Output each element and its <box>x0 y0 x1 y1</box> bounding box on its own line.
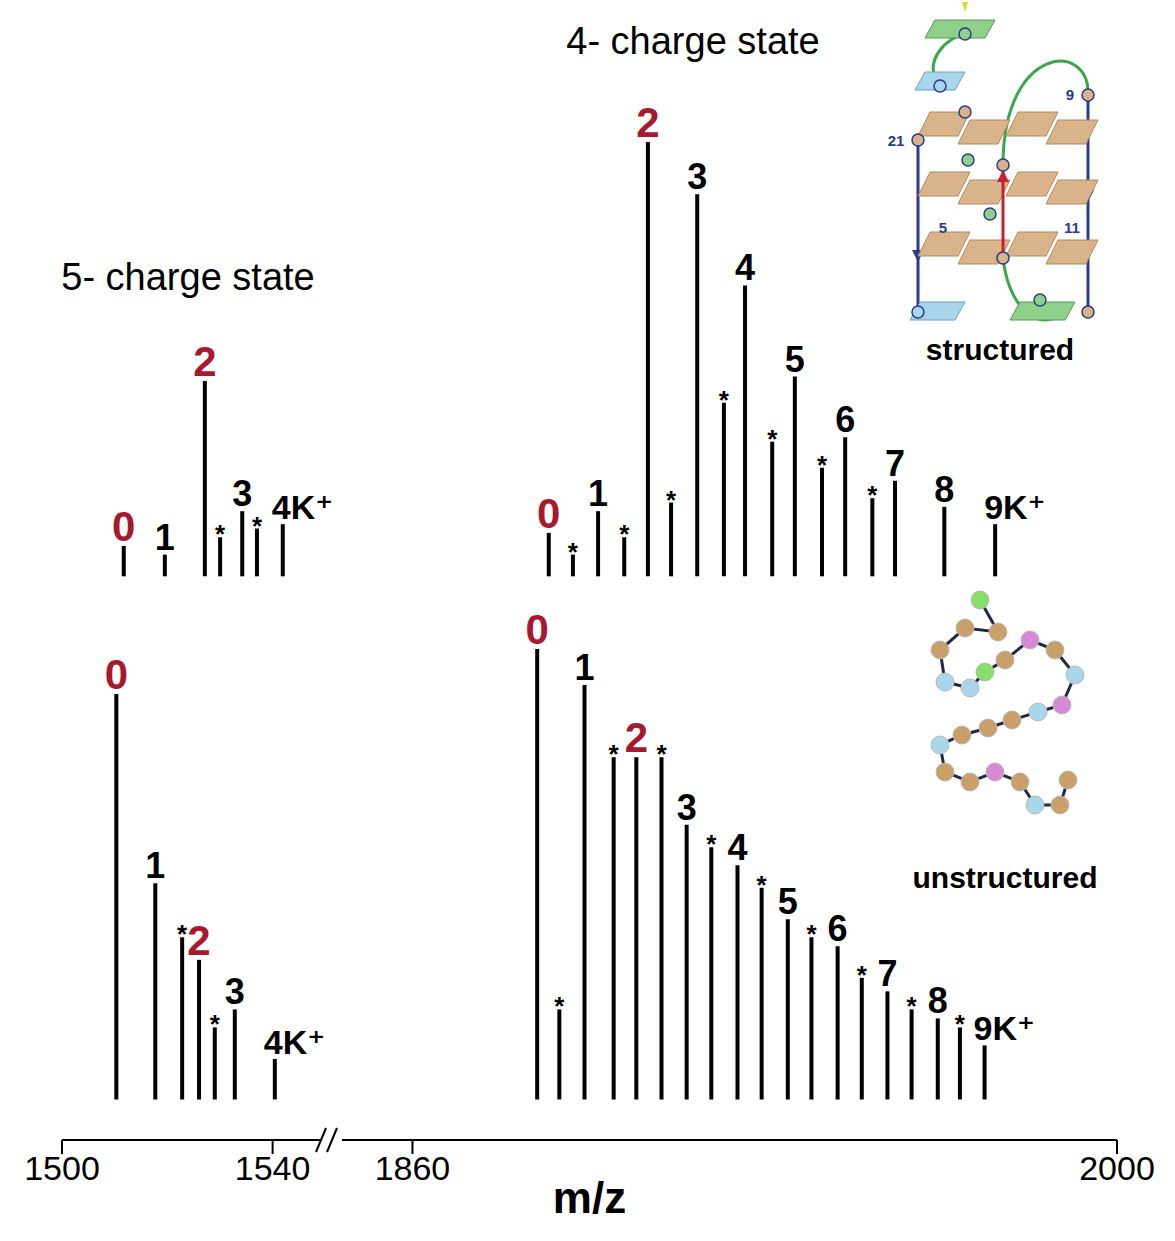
svg-text:2000: 2000 <box>1079 1149 1155 1187</box>
svg-text:unstructured: unstructured <box>912 861 1097 894</box>
svg-text:11: 11 <box>1064 219 1080 236</box>
html-text:m/z: m/z <box>552 1173 627 1222</box>
svg-text:1: 1 <box>588 473 608 514</box>
svg-text:9: 9 <box>1066 86 1074 103</box>
svg-text:9K⁺: 9K⁺ <box>974 1009 1035 1047</box>
svg-text:7: 7 <box>885 443 905 484</box>
html-text:5- charge state: 5- charge state <box>61 256 315 298</box>
svg-text:*: * <box>867 480 878 510</box>
svg-text:*: * <box>666 485 677 515</box>
svg-text:*: * <box>706 829 717 859</box>
svg-text:1: 1 <box>155 517 175 558</box>
svg-text:8: 8 <box>928 980 948 1021</box>
svg-text:2: 2 <box>636 99 659 146</box>
svg-text:5: 5 <box>778 881 798 922</box>
svg-text:3: 3 <box>232 473 252 514</box>
svg-text:*: * <box>857 960 868 990</box>
svg-text:5: 5 <box>939 219 947 236</box>
svg-text:2: 2 <box>193 338 216 385</box>
svg-text:*: * <box>817 450 828 480</box>
svg-text:3: 3 <box>677 787 697 828</box>
svg-text:*: * <box>907 991 918 1021</box>
svg-text:3: 3 <box>687 156 707 197</box>
svg-text:*: * <box>210 1009 221 1039</box>
svg-text:4: 4 <box>727 827 747 868</box>
svg-text:1500: 1500 <box>24 1149 100 1187</box>
svg-text:21: 21 <box>888 132 905 149</box>
svg-text:1: 1 <box>145 845 165 886</box>
svg-text:3: 3 <box>225 971 245 1012</box>
svg-text:9K⁺: 9K⁺ <box>984 488 1045 526</box>
svg-text:0: 0 <box>105 651 128 698</box>
svg-text:1: 1 <box>574 647 594 688</box>
svg-text:*: * <box>252 511 263 541</box>
svg-text:*: * <box>719 385 730 415</box>
svg-text:6: 6 <box>835 399 855 440</box>
svg-text:1860: 1860 <box>375 1149 451 1187</box>
svg-text:2: 2 <box>187 917 210 964</box>
svg-text:1540: 1540 <box>235 1149 311 1187</box>
svg-text:*: * <box>656 739 667 769</box>
svg-text:0: 0 <box>537 490 560 537</box>
svg-text:5: 5 <box>785 339 805 380</box>
svg-text:6: 6 <box>828 908 848 949</box>
svg-text:*: * <box>806 919 817 949</box>
svg-text:*: * <box>609 739 620 769</box>
svg-text:*: * <box>955 1009 966 1039</box>
svg-text:0: 0 <box>526 606 549 653</box>
svg-text:*: * <box>757 870 768 900</box>
svg-text:*: * <box>619 519 630 549</box>
svg-text:structured: structured <box>926 333 1074 366</box>
svg-text:*: * <box>568 537 579 567</box>
svg-text:*: * <box>767 424 778 454</box>
svg-text:7: 7 <box>877 953 897 994</box>
svg-text:4K⁺: 4K⁺ <box>264 1023 325 1061</box>
svg-text:*: * <box>215 519 226 549</box>
svg-text:2: 2 <box>625 714 648 761</box>
html-text:4- charge state: 4- charge state <box>566 20 820 62</box>
svg-text:4: 4 <box>735 247 755 288</box>
svg-text:*: * <box>554 991 565 1021</box>
svg-text:8: 8 <box>934 469 954 510</box>
svg-text:4K⁺: 4K⁺ <box>272 488 333 526</box>
svg-text:0: 0 <box>112 503 135 550</box>
